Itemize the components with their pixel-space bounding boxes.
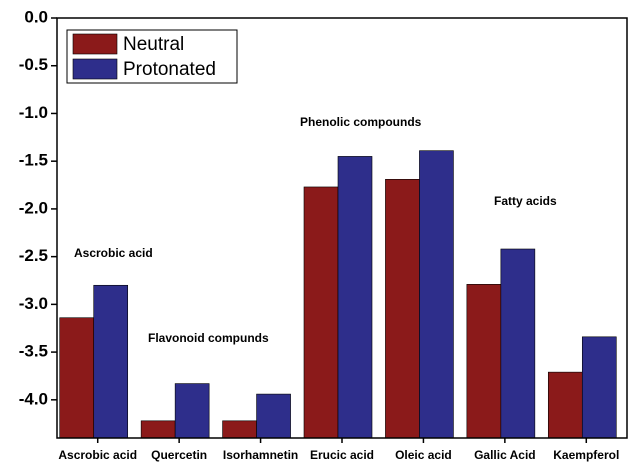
bar [93, 284, 129, 439]
bar [222, 420, 257, 439]
x-tick-label: Quercetin [151, 448, 207, 462]
x-tick-label: Ascrobic acid [58, 448, 137, 462]
bar [419, 150, 454, 439]
y-tick-label: -3.5 [19, 342, 48, 361]
y-tick-label: -1.0 [19, 103, 48, 122]
y-tick-label: -4.0 [19, 389, 48, 408]
bar [174, 383, 210, 439]
bar [581, 336, 617, 439]
annotation: Flavonoid compunds [148, 331, 269, 345]
annotation: Ascrobic acid [74, 246, 153, 260]
x-tick-label: Kaempferol [553, 448, 619, 462]
bar [59, 317, 95, 439]
y-tick-label: -3.0 [19, 294, 48, 313]
bar [547, 371, 583, 439]
x-tick-label: Oleic acid [395, 448, 452, 462]
y-tick-label: -1.5 [19, 151, 48, 170]
bar [140, 420, 176, 439]
bar [466, 284, 502, 439]
y-tick-label: 0.0 [24, 7, 48, 26]
bar [337, 156, 373, 439]
annotation: Fatty acids [494, 194, 557, 208]
legend-swatch [72, 33, 118, 55]
legend-label: Protonated [123, 59, 216, 80]
legend-label: Neutral [123, 34, 184, 55]
bar [500, 248, 536, 439]
x-tick-label: Isorhamnetin [223, 448, 298, 462]
annotation: Phenolic compounds [300, 115, 422, 129]
x-tick-label: Gallic Acid [474, 448, 536, 462]
bar [303, 186, 339, 439]
x-tick-label: Erucic acid [310, 448, 374, 462]
bar [256, 393, 291, 439]
bar [385, 179, 420, 439]
y-tick-label: -2.5 [19, 246, 48, 265]
y-tick-label: -0.5 [19, 55, 48, 74]
y-tick-label: -2.0 [19, 198, 48, 217]
legend-swatch [72, 58, 118, 80]
